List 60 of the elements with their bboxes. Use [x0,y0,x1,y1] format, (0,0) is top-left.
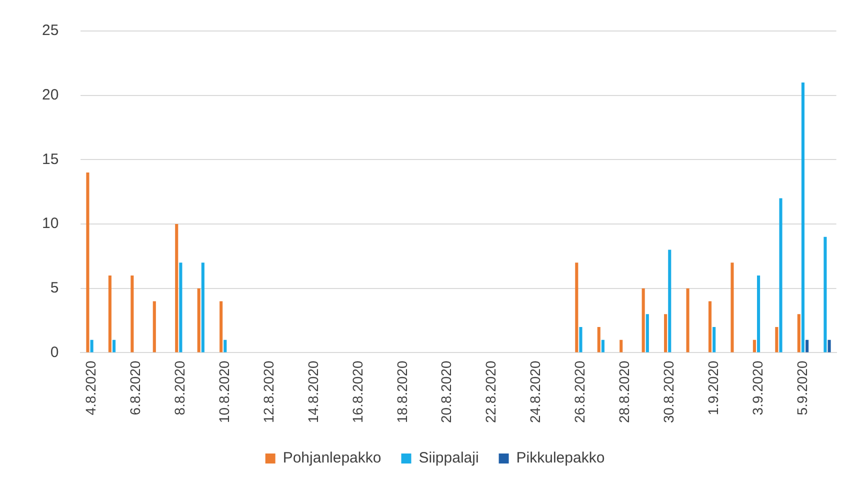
y-tick-label: 10 [42,215,59,232]
bar [757,276,760,352]
bar [730,262,734,352]
x-tick-label: 30.8.2020 [660,360,676,424]
bar [668,250,672,352]
bar [752,340,756,352]
x-tick-label: 5.9.2020 [794,360,810,416]
bar [824,236,827,352]
x-tick-label: 24.8.2020 [527,360,544,424]
y-tick-label: 5 [50,280,59,297]
y-tick-label: 25 [42,22,59,40]
x-tick-label: 16.8.2020 [349,360,366,424]
bar [201,262,204,352]
bar [828,340,831,352]
bar [775,326,778,352]
legend-label: Pohjanlepakko [282,450,382,467]
bar [220,301,223,352]
y-tick-label: 20 [42,86,59,104]
bar [597,326,600,352]
bar [686,288,690,352]
x-tick-label: 4.8.2020 [82,360,99,416]
bar [575,262,578,352]
bar [708,301,712,352]
x-tick-label: 14.8.2020 [304,360,321,424]
bar [797,314,800,352]
x-tick-label: 10.8.2020 [216,360,232,424]
x-tick-label: 18.8.2020 [394,360,410,424]
bar [179,262,182,352]
x-tick-label: 8.8.2020 [172,360,188,416]
x-tick-label: 26.8.2020 [572,360,588,424]
legend-label: Pikkulepakko [516,450,605,467]
bar [646,314,649,352]
x-tick-label: 6.8.2020 [127,360,144,416]
x-tick-label: 28.8.2020 [616,360,632,424]
bar [806,340,809,352]
x-tick-label: 22.8.2020 [482,360,499,424]
bar [152,301,156,352]
x-tick-label: 3.9.2020 [749,360,766,416]
x-tick-label: 20.8.2020 [438,360,454,424]
bar [642,288,645,352]
bar [779,198,782,352]
bar [712,326,716,352]
bar [175,224,178,352]
bar [197,288,200,352]
x-tick-label: 12.8.2020 [260,360,276,424]
bar [620,340,623,352]
bar [130,276,134,352]
bar [90,340,94,352]
bar [664,314,668,352]
y-tick-label: 15 [42,150,59,168]
bar [108,276,112,352]
legend-label: Siippalaji [418,450,479,467]
bar [224,340,227,352]
bar [601,340,604,352]
bar [112,340,116,352]
x-tick-label: 1.9.2020 [704,360,721,416]
bar [801,82,805,352]
bar [579,326,582,352]
bar [86,172,90,352]
y-tick-label: 0 [50,344,59,361]
